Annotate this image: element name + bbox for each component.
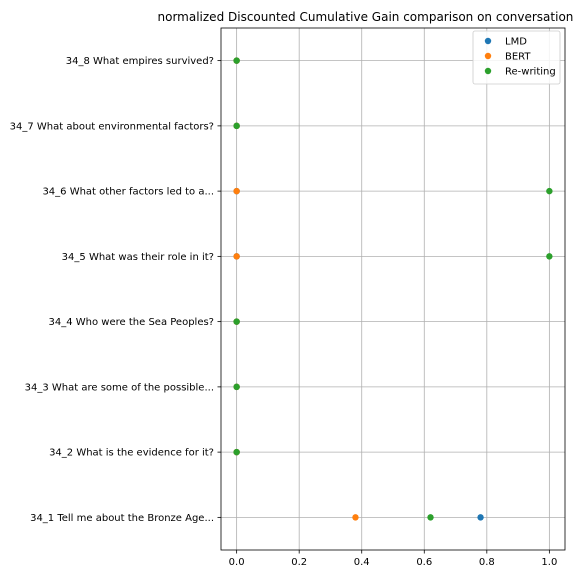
x-tick-label: 1.0 bbox=[541, 557, 557, 568]
y-category-label: 34_3 What are some of the possible... bbox=[25, 382, 214, 393]
y-category-label: 34_1 Tell me about the Bronze Age... bbox=[30, 513, 214, 524]
legend-marker bbox=[484, 37, 492, 45]
y-category-label: 34_2 What is the evidence for it? bbox=[49, 448, 214, 459]
x-tick-label: 0.4 bbox=[354, 557, 370, 568]
x-tick-label: 0.2 bbox=[291, 557, 307, 568]
y-category-label: 34_5 What was their role in it? bbox=[62, 252, 214, 263]
legend-marker bbox=[484, 52, 492, 60]
point-re-writing bbox=[546, 253, 553, 260]
y-category-label: 34_4 Who were the Sea Peoples? bbox=[49, 317, 214, 328]
legend-label: LMD bbox=[505, 37, 527, 48]
point-bert bbox=[233, 187, 240, 195]
legend-label: Re-writing bbox=[505, 67, 556, 78]
point-re-writing bbox=[233, 57, 240, 64]
y-category-label: 34_8 What empires survived? bbox=[66, 56, 214, 67]
point-re-writing bbox=[233, 448, 240, 456]
y-category-label: 34_7 What about environmental factors? bbox=[10, 121, 214, 132]
point-lmd bbox=[477, 514, 484, 521]
x-tick-label: 0.6 bbox=[416, 557, 432, 568]
axis-ticks: 0.0 0.2 0.4 0.6 0.8 1.0 34_1 Tell me about the… bbox=[10, 56, 558, 568]
legend: LMD BERT Re-writing bbox=[472, 30, 561, 85]
point-re-writing bbox=[427, 514, 434, 521]
y-category-label: 34_6 What other factors led to a... bbox=[42, 187, 214, 198]
legend-label: BERT bbox=[505, 52, 531, 63]
plot-area-frame bbox=[220, 27, 566, 551]
legend-box bbox=[472, 30, 561, 85]
x-tick-label: 0.8 bbox=[479, 557, 495, 568]
data-points bbox=[233, 57, 553, 521]
point-re-writing bbox=[233, 318, 240, 325]
x-tick-label: 0.0 bbox=[229, 557, 245, 568]
point-re-writing bbox=[233, 122, 240, 130]
chart-title: normalized Discounted Cumulative Gain co… bbox=[158, 10, 576, 24]
point-bert bbox=[233, 253, 240, 260]
point-re-writing bbox=[233, 383, 240, 391]
legend-marker bbox=[484, 67, 492, 75]
point-re-writing bbox=[546, 187, 553, 195]
point-bert bbox=[352, 514, 359, 521]
